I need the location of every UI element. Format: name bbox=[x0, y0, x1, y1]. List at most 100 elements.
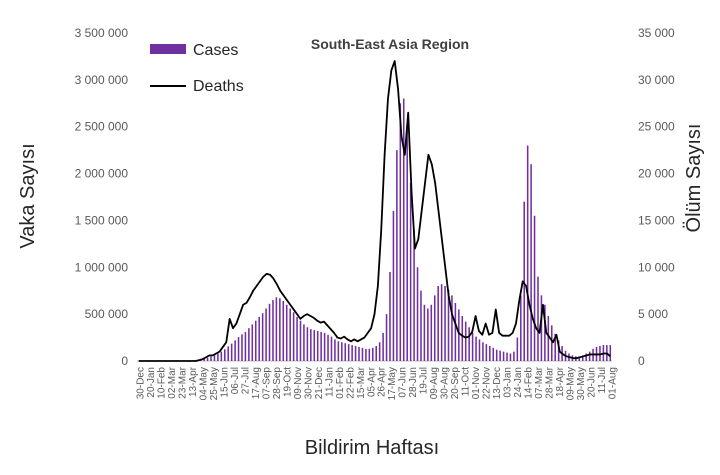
cases-bar bbox=[276, 297, 278, 361]
right-tick-label: 15 000 bbox=[638, 213, 675, 227]
cases-bar bbox=[248, 328, 250, 361]
x-tick-label: 14-Feb bbox=[524, 367, 535, 399]
cases-bar bbox=[227, 346, 229, 361]
x-tick-label: 02-Mar bbox=[167, 366, 178, 398]
cases-bar bbox=[465, 322, 467, 361]
cases-bar bbox=[300, 321, 302, 361]
x-tick-label: 17-May bbox=[387, 367, 398, 400]
right-tick-label: 30 000 bbox=[638, 73, 675, 87]
x-tick-label: 20-Jun bbox=[587, 367, 598, 398]
cases-bar bbox=[455, 303, 457, 361]
cases-bar bbox=[420, 291, 422, 361]
cases-bar bbox=[338, 341, 340, 361]
cases-bar bbox=[369, 349, 371, 361]
cases-bar bbox=[482, 342, 484, 361]
x-tick-label: 05-Apr bbox=[366, 366, 377, 397]
cases-bar bbox=[434, 295, 436, 361]
cases-bar bbox=[231, 344, 233, 361]
cases-bar bbox=[221, 352, 223, 361]
right-tick-label: 20 000 bbox=[638, 167, 675, 181]
cases-bar bbox=[431, 305, 433, 361]
x-tick-label: 11-Jan bbox=[324, 367, 335, 397]
cases-bar bbox=[451, 295, 453, 361]
left-tick-label: 500 000 bbox=[85, 307, 129, 321]
x-tick-label: 07-Sep bbox=[261, 367, 272, 400]
cases-bar bbox=[351, 345, 353, 361]
cases-bar bbox=[269, 304, 271, 361]
cases-bar bbox=[283, 301, 285, 361]
x-tick-label: 30-Nov bbox=[303, 367, 314, 399]
cases-bar bbox=[406, 127, 408, 361]
cases-bar bbox=[400, 103, 402, 361]
x-tick-label: 10-Feb bbox=[156, 367, 167, 399]
cases-bar bbox=[217, 354, 219, 362]
cases-bar bbox=[589, 352, 591, 361]
x-tick-label: 26-Apr bbox=[377, 366, 388, 397]
cases-bar bbox=[320, 332, 322, 361]
cases-bar bbox=[334, 339, 336, 361]
left-tick-label: 2 000 000 bbox=[75, 167, 129, 181]
x-tick-label: 06-Jul bbox=[230, 367, 241, 394]
x-tick-label: 07-Mar bbox=[534, 366, 545, 398]
x-tick-label: 28-Sep bbox=[272, 367, 283, 400]
legend-cases-swatch bbox=[150, 44, 186, 54]
cases-bar bbox=[410, 183, 412, 361]
cases-bar bbox=[355, 346, 357, 361]
left-tick-label: 0 bbox=[121, 354, 128, 368]
cases-bar bbox=[255, 321, 257, 361]
cases-bar bbox=[262, 313, 264, 361]
cases-bar bbox=[245, 332, 247, 361]
cases-bar bbox=[413, 230, 415, 361]
cases-bar bbox=[296, 317, 298, 361]
x-tick-label: 30-Dec bbox=[136, 367, 147, 399]
x-tick-label: 28-Jun bbox=[408, 367, 419, 398]
cases-bar bbox=[510, 354, 512, 362]
cases-bar bbox=[517, 338, 519, 361]
cases-bar bbox=[475, 337, 477, 361]
cases-bar bbox=[310, 329, 312, 361]
cases-bar bbox=[424, 305, 426, 361]
cases-bar bbox=[489, 346, 491, 361]
cases-bar bbox=[492, 348, 494, 361]
legend-deaths-label: Deaths bbox=[193, 78, 244, 95]
x-tick-label: 18-Apr bbox=[555, 366, 566, 397]
cases-bar bbox=[307, 327, 309, 361]
x-tick-label: 11-Oct bbox=[461, 367, 472, 396]
left-tick-label: 2 500 000 bbox=[75, 120, 129, 134]
x-tick-label: 30-Aug bbox=[440, 367, 451, 399]
cases-bar bbox=[313, 330, 315, 361]
cases-bar bbox=[293, 312, 295, 361]
cases-bar bbox=[375, 346, 377, 361]
cases-bar bbox=[403, 99, 405, 361]
cases-bar bbox=[496, 350, 498, 361]
chart-title: South-East Asia Region bbox=[311, 36, 469, 52]
cases-bar bbox=[462, 316, 464, 361]
right-tick-label: 10 000 bbox=[638, 260, 675, 274]
x-tick-label: 01-Aug bbox=[608, 367, 619, 399]
x-tick-label: 15-Mar bbox=[356, 366, 367, 398]
cases-bar bbox=[382, 333, 384, 361]
x-tick-label: 15-Jun bbox=[219, 367, 230, 398]
cases-bar bbox=[499, 351, 501, 361]
right-tick-label: 35 000 bbox=[638, 26, 675, 40]
x-tick-label: 25-May bbox=[209, 367, 220, 400]
right-tick-label: 0 bbox=[638, 354, 645, 368]
cases-bar bbox=[389, 272, 391, 361]
y-axis-left-title: Vaka Sayısı bbox=[17, 143, 39, 248]
x-tick-label: 17-Aug bbox=[251, 367, 262, 399]
x-tick-label: 13-Apr bbox=[188, 366, 199, 397]
cases-bar bbox=[258, 317, 260, 361]
cases-bar bbox=[252, 324, 254, 361]
cases-bar bbox=[344, 343, 346, 361]
x-tick-label: 20-Jan bbox=[146, 367, 157, 398]
x-tick-label: 23-Mar bbox=[177, 366, 188, 398]
cases-bar bbox=[348, 344, 350, 361]
cases-bar bbox=[527, 145, 529, 361]
cases-bar bbox=[214, 355, 216, 361]
cases-bar bbox=[441, 284, 443, 361]
x-tick-label: 03-Jan bbox=[503, 367, 514, 398]
cases-bar bbox=[551, 325, 553, 361]
x-tick-label: 09-Nov bbox=[293, 367, 304, 399]
